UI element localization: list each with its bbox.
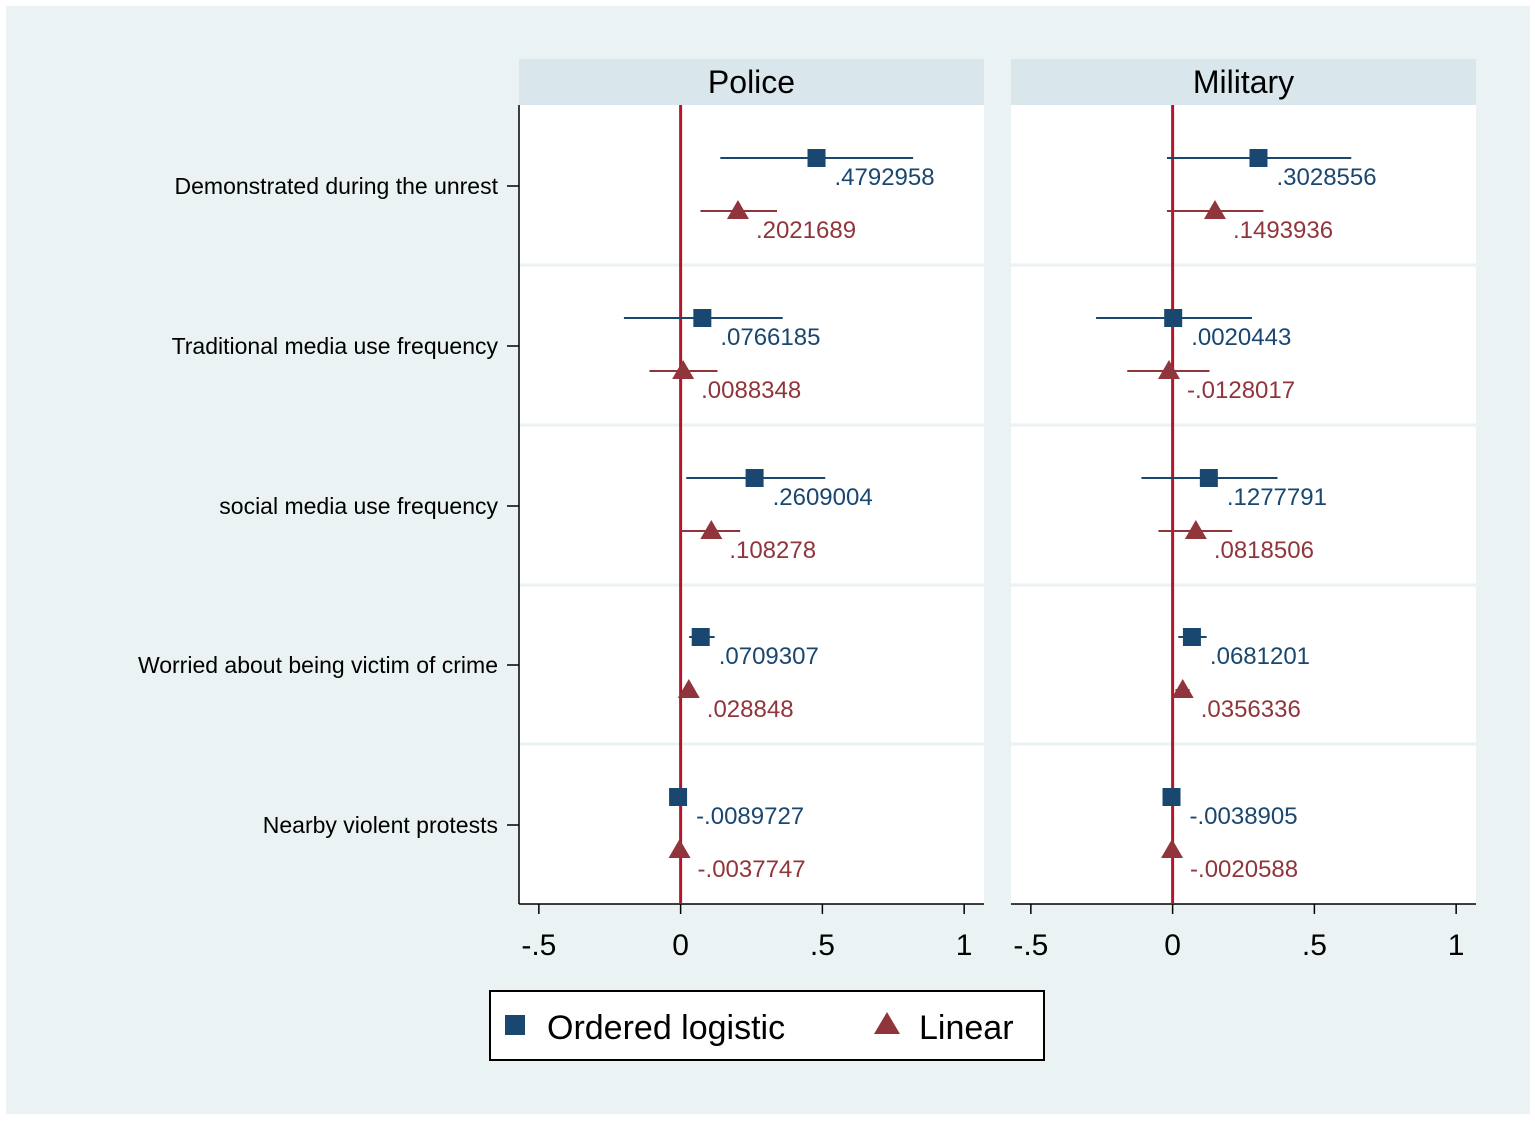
- estimate-marker-square: [693, 309, 712, 327]
- x-tick-label: 0: [672, 929, 689, 962]
- data-label: .4792958: [835, 164, 935, 191]
- estimate-marker-square: [1199, 469, 1218, 487]
- data-label: .0709307: [719, 643, 819, 670]
- estimate-marker-triangle: [700, 520, 723, 539]
- estimate-marker-square: [1182, 628, 1201, 646]
- estimate-marker-square: [1164, 309, 1183, 327]
- data-label: .108278: [729, 537, 816, 564]
- estimate-marker-square: [1249, 149, 1268, 167]
- data-label: .028848: [707, 696, 794, 723]
- legend-label-linear: Linear: [919, 1009, 1014, 1047]
- panel-plot-area: [1011, 105, 1476, 904]
- data-label: -.0037747: [698, 856, 806, 883]
- category-label: Worried about being victim of crime: [138, 652, 498, 678]
- estimate-marker-square: [1162, 788, 1181, 806]
- legend-box: [489, 990, 1045, 1061]
- data-label: .3028556: [1276, 164, 1376, 191]
- panel-title: Military: [1193, 64, 1294, 100]
- data-label: -.0128017: [1187, 377, 1295, 404]
- panel-header: [1011, 59, 1476, 105]
- data-label: .0818506: [1214, 537, 1314, 564]
- category-label: Nearby violent protests: [263, 812, 498, 838]
- data-label: .1493936: [1233, 217, 1333, 244]
- estimate-marker-triangle: [1157, 360, 1180, 379]
- estimate-marker-triangle: [668, 839, 691, 858]
- data-label: .0088348: [701, 377, 801, 404]
- x-tick-label: -.5: [521, 929, 556, 962]
- data-label: .0020443: [1191, 324, 1291, 351]
- category-label: Demonstrated during the unrest: [175, 173, 499, 199]
- x-tick-label: .5: [1302, 929, 1327, 962]
- estimate-marker-triangle: [1171, 679, 1194, 698]
- estimate-marker-square: [745, 469, 764, 487]
- legend-marker-square: [505, 1015, 525, 1035]
- data-label: -.0038905: [1190, 803, 1298, 830]
- data-label: .2021689: [756, 217, 856, 244]
- estimate-marker-square: [807, 149, 826, 167]
- x-tick-label: 1: [1448, 929, 1465, 962]
- estimate-marker-triangle: [677, 679, 700, 698]
- estimate-marker-triangle: [1161, 839, 1184, 858]
- data-label: .1277791: [1227, 484, 1327, 511]
- estimate-marker-square: [691, 628, 710, 646]
- legend-marker-triangle: [874, 1012, 900, 1034]
- x-tick-label: 1: [956, 929, 973, 962]
- x-tick-label: -.5: [1013, 929, 1048, 962]
- legend-label-ordered-logistic: Ordered logistic: [547, 1009, 785, 1047]
- estimate-marker-triangle: [726, 200, 749, 219]
- data-label: .0356336: [1201, 696, 1301, 723]
- panel-plot-area: [519, 105, 984, 904]
- data-label: -.0089727: [696, 803, 804, 830]
- panel-title: Police: [708, 64, 795, 100]
- data-label: -.0020588: [1190, 856, 1298, 883]
- data-label: .0766185: [720, 324, 820, 351]
- data-label: .2609004: [773, 484, 873, 511]
- x-tick-label: 0: [1164, 929, 1181, 962]
- estimate-marker-triangle: [1203, 200, 1226, 219]
- estimate-marker-square: [669, 788, 688, 806]
- estimate-marker-triangle: [672, 360, 695, 379]
- x-tick-label: .5: [810, 929, 835, 962]
- estimate-marker-triangle: [1184, 520, 1207, 539]
- category-label: Traditional media use frequency: [172, 333, 499, 359]
- panel-header: [519, 59, 984, 105]
- data-label: .0681201: [1210, 643, 1310, 670]
- category-label: social media use frequency: [219, 493, 498, 519]
